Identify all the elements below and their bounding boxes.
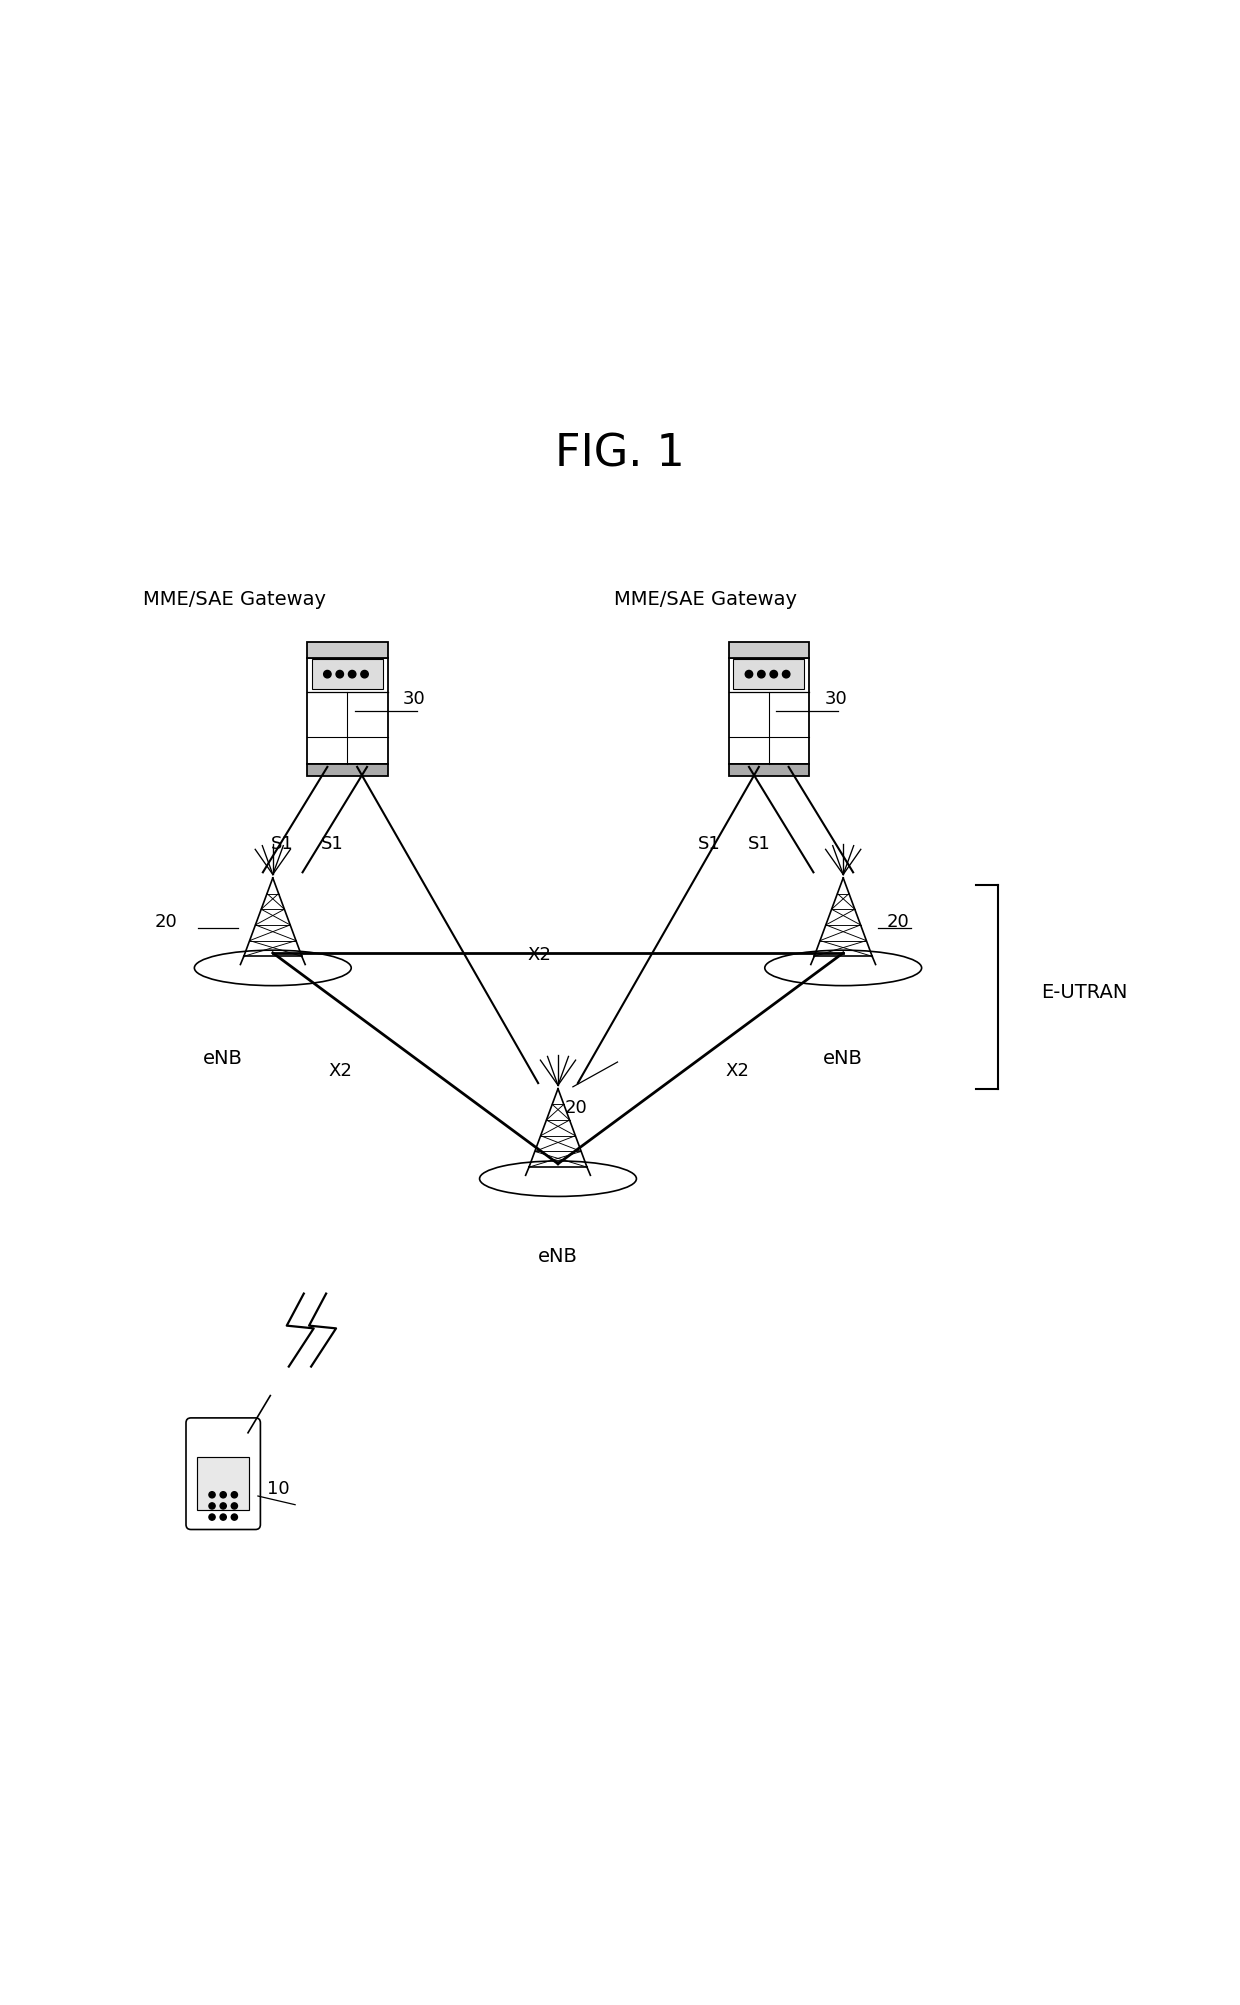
Text: eNB: eNB — [538, 1247, 578, 1267]
Bar — [729, 642, 808, 658]
Circle shape — [324, 670, 331, 678]
Text: FIG. 1: FIG. 1 — [556, 433, 684, 475]
Circle shape — [231, 1492, 237, 1498]
Circle shape — [348, 670, 356, 678]
Text: eNB: eNB — [823, 1049, 863, 1069]
Circle shape — [745, 670, 753, 678]
Circle shape — [221, 1504, 226, 1510]
Circle shape — [361, 670, 368, 678]
Text: eNB: eNB — [203, 1049, 243, 1069]
Text: X2: X2 — [329, 1063, 352, 1081]
Bar — [734, 660, 805, 690]
Circle shape — [208, 1514, 216, 1520]
Circle shape — [770, 670, 777, 678]
Circle shape — [208, 1504, 216, 1510]
Text: X2: X2 — [725, 1063, 749, 1081]
Bar — [308, 642, 387, 658]
Text: 20: 20 — [564, 1099, 587, 1117]
Text: 30: 30 — [825, 690, 847, 708]
Bar — [729, 658, 808, 764]
Text: 20: 20 — [887, 912, 909, 930]
Text: X2: X2 — [527, 946, 552, 964]
Circle shape — [221, 1492, 226, 1498]
Circle shape — [231, 1514, 237, 1520]
Text: 20: 20 — [155, 912, 177, 930]
Circle shape — [758, 670, 765, 678]
Text: 30: 30 — [403, 690, 425, 708]
Text: MME/SAE Gateway: MME/SAE Gateway — [143, 589, 326, 610]
Text: S1: S1 — [748, 834, 770, 852]
Text: 10: 10 — [267, 1480, 289, 1498]
Circle shape — [231, 1504, 237, 1510]
Bar — [308, 764, 387, 776]
FancyBboxPatch shape — [186, 1418, 260, 1530]
Bar — [312, 660, 382, 690]
Bar — [308, 658, 387, 764]
Circle shape — [208, 1492, 216, 1498]
Text: S1: S1 — [272, 834, 294, 852]
Text: S1: S1 — [698, 834, 720, 852]
Text: E-UTRAN: E-UTRAN — [1042, 982, 1128, 1002]
Bar — [197, 1458, 249, 1510]
Bar — [729, 764, 808, 776]
Circle shape — [336, 670, 343, 678]
Circle shape — [221, 1514, 226, 1520]
Text: MME/SAE Gateway: MME/SAE Gateway — [614, 589, 797, 610]
Circle shape — [782, 670, 790, 678]
Text: S1: S1 — [321, 834, 343, 852]
